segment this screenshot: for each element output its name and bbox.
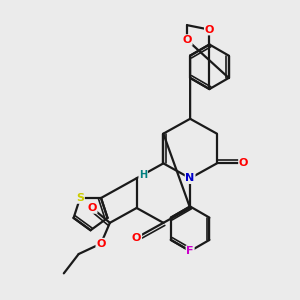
Text: F: F [186, 246, 194, 256]
Text: O: O [182, 35, 192, 45]
Text: N: N [185, 173, 195, 183]
Text: O: O [87, 203, 97, 213]
Text: O: O [132, 233, 141, 243]
Text: O: O [205, 25, 214, 34]
Text: O: O [96, 238, 106, 249]
Text: H: H [139, 170, 147, 180]
Text: S: S [76, 193, 84, 203]
Text: O: O [239, 158, 248, 168]
